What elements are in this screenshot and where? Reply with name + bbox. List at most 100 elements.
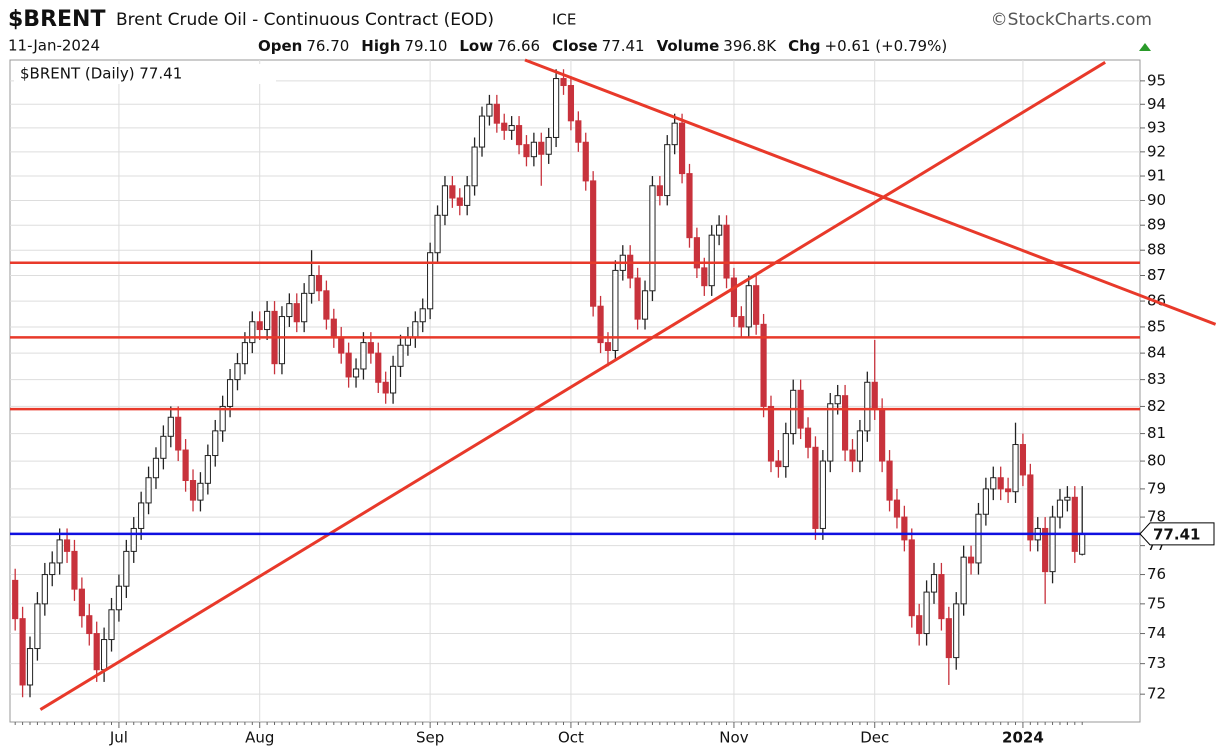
x-tick-label: Sep [416, 729, 444, 747]
candle-body [834, 395, 841, 405]
candle-body [678, 122, 686, 175]
candle-body [938, 574, 945, 620]
quote-label: High [361, 37, 400, 55]
quote-label: Open [258, 37, 302, 55]
quote-label: Low [459, 37, 493, 55]
candle-body [812, 446, 819, 529]
candle-body [945, 618, 952, 659]
candle-body [204, 455, 211, 484]
candle-body [1064, 496, 1071, 501]
candle-body [760, 323, 767, 407]
y-tick-label: 85 [1147, 317, 1166, 335]
candle-body [916, 615, 923, 635]
candle-body [330, 318, 337, 338]
trendline [524, 58, 1216, 326]
quote-label: Chg [788, 37, 820, 55]
candle-body [427, 252, 434, 310]
candle-body [982, 488, 989, 515]
candle-body [412, 321, 419, 338]
candle-body [486, 103, 493, 117]
candle-body [219, 405, 226, 432]
candle-body [775, 460, 782, 468]
candle-body [167, 416, 174, 437]
y-tick-label: 82 [1147, 397, 1166, 415]
candle-body [338, 336, 345, 354]
y-tick-label: 81 [1147, 424, 1166, 442]
candle-body [960, 556, 967, 605]
candle-body [138, 502, 145, 529]
price-tag-label: 77.41 [1153, 525, 1200, 543]
candle-body [530, 141, 537, 158]
candle-body [78, 588, 85, 617]
quote-value: 76.66 [497, 37, 540, 55]
y-tick-label: 79 [1147, 479, 1166, 497]
y-tick-label: 74 [1147, 624, 1166, 642]
candle-body [382, 381, 389, 394]
candle-body [12, 579, 19, 620]
candle-body [315, 274, 323, 292]
candle-body [901, 516, 908, 541]
candle-body [212, 430, 219, 457]
x-tick-label: 2024 [1002, 729, 1044, 747]
candle-body [515, 125, 523, 146]
candle-body [189, 480, 197, 501]
candle-body [152, 457, 160, 479]
price-tag [1139, 522, 1215, 546]
candle-body [782, 433, 789, 468]
candle-body [441, 185, 449, 216]
candle-body [108, 609, 115, 641]
y-tick-label: 75 [1147, 594, 1166, 612]
candle-body [301, 292, 308, 323]
candle-body [1012, 444, 1019, 493]
date: 11-Jan-2024 [8, 37, 100, 55]
candle-body [523, 144, 530, 158]
candle-body [286, 303, 293, 318]
candle-body [249, 321, 256, 344]
candle-body [464, 185, 471, 206]
candle-body [352, 368, 360, 378]
candle-body [434, 214, 441, 254]
candle-body [471, 146, 478, 187]
candle-body [827, 403, 834, 462]
candle-body [738, 316, 745, 328]
candle-body [753, 285, 760, 325]
candle-body [56, 539, 63, 564]
candle-body [745, 285, 752, 328]
candle-body [115, 585, 123, 611]
candle-body [575, 120, 582, 143]
candle-body [567, 85, 575, 122]
candle-body [975, 513, 982, 564]
candle-body [93, 633, 100, 671]
candle-body [234, 363, 241, 381]
candle-body [990, 477, 997, 490]
candle-body [886, 460, 893, 501]
y-tick-label: 78 [1147, 508, 1166, 526]
candle-body [582, 141, 589, 182]
x-tick-label: Jul [109, 729, 128, 747]
x-tick-label: Nov [719, 729, 748, 747]
candle-body [1056, 499, 1064, 518]
candle-body [182, 449, 189, 482]
candle-body [597, 305, 604, 344]
candle-body [1079, 533, 1086, 555]
candle-body [1027, 474, 1034, 541]
quote-value: 76.70 [306, 37, 349, 55]
candle-body [686, 173, 693, 239]
candle-body [419, 308, 426, 323]
y-tick-label: 72 [1147, 685, 1166, 703]
y-tick-label: 91 [1147, 167, 1166, 185]
y-tick-label: 73 [1147, 654, 1166, 672]
candle-body [389, 365, 397, 394]
candle-body [478, 115, 486, 148]
candle-body [226, 379, 234, 407]
candle-body [397, 344, 404, 367]
candle-body [345, 352, 352, 378]
candle-body [930, 574, 938, 593]
candle-body [130, 527, 137, 552]
candle-body [456, 197, 463, 206]
trendline [39, 61, 1106, 711]
candle-body [671, 122, 678, 146]
candle-body [923, 591, 930, 635]
candle-body [856, 430, 864, 462]
